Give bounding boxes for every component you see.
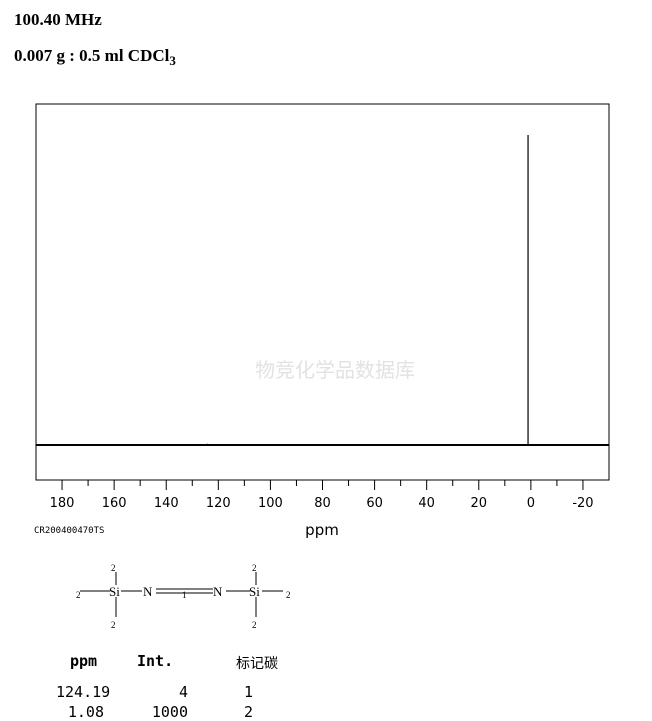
x-tick-label: 120 <box>206 496 231 511</box>
carbon-label: 2 <box>76 590 81 600</box>
sample-subscript: 3 <box>169 53 176 68</box>
x-tick-label: 20 <box>470 496 487 511</box>
row-1-ppm: 124.19 <box>56 683 111 701</box>
atom-n-2: N <box>213 584 223 599</box>
carbon-label: 2 <box>252 563 257 573</box>
row-1-int: 4 <box>178 683 188 701</box>
x-tick-label: 140 <box>154 496 179 511</box>
header-carbon: 标记碳 <box>236 656 278 672</box>
carbon-label: 2 <box>252 620 257 630</box>
row-2-carbon: 2 <box>244 703 254 721</box>
x-tick-label: 180 <box>50 496 75 511</box>
row-2-int: 1000 <box>151 703 188 721</box>
plot-frame <box>35 103 610 481</box>
row-2-ppm: 1.08 <box>67 703 104 721</box>
frequency-label: 100.40 MHz <box>14 10 102 29</box>
x-tick-label: -20 <box>572 496 593 511</box>
header-ppm: ppm <box>70 652 98 670</box>
carbon-label: 2 <box>286 590 291 600</box>
x-tick-label: 80 <box>314 496 331 511</box>
header-int: Int. <box>137 652 174 670</box>
carbon-label: 1 <box>182 590 187 600</box>
nmr-spectrum: 物竞化学品数据库 180 160 140 120 100 80 60 40 20 0 -20 ppm… <box>34 103 610 539</box>
sample-text: 0.007 g : 0.5 ml CDCl <box>14 46 170 65</box>
sample-label: 0.007 g : 0.5 ml CDCl3 <box>14 46 176 68</box>
spectrum-code: CR200400470TS <box>34 526 104 536</box>
row-1-carbon: 1 <box>244 683 254 701</box>
x-tick-label: 40 <box>418 496 435 511</box>
atom-n-1: N <box>143 584 153 599</box>
x-tick-label: 160 <box>102 496 127 511</box>
carbon-label: 2 <box>111 563 116 573</box>
x-tick-label: 60 <box>366 496 383 511</box>
x-tick-label: 100 <box>258 496 283 511</box>
x-tick-label: 0 <box>527 496 535 511</box>
atom-si-2: Si <box>249 584 260 599</box>
carbon-label: 2 <box>111 620 116 630</box>
x-axis-label: ppm <box>305 521 339 539</box>
watermark: 物竞化学品数据库 <box>255 358 415 382</box>
atom-si-1: Si <box>109 584 120 599</box>
